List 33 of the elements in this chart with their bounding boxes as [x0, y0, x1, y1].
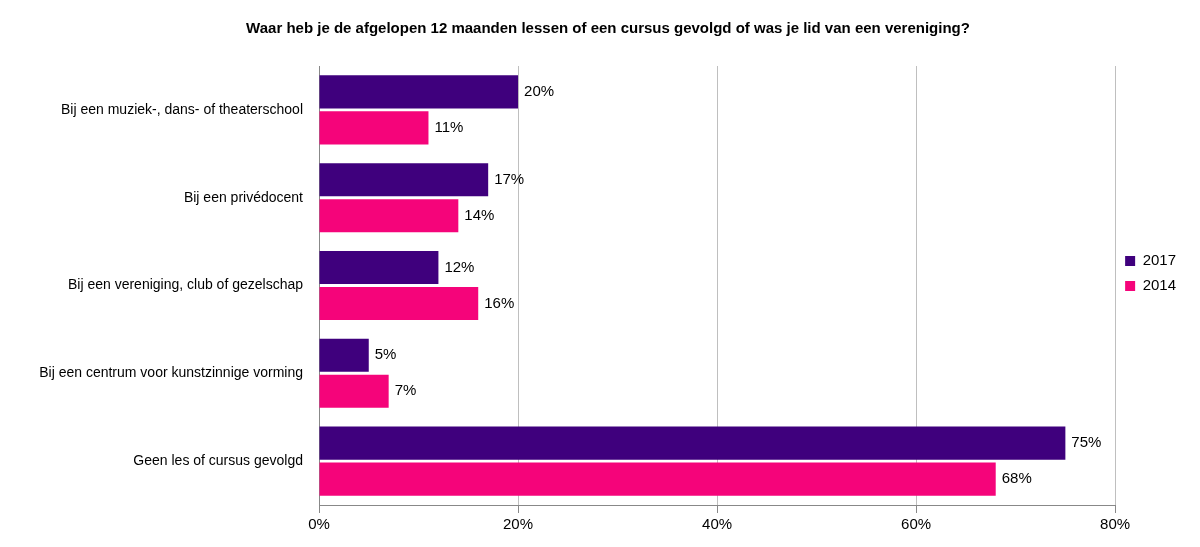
x-tick-label: 20% — [503, 515, 534, 533]
x-tick-label: 60% — [901, 515, 932, 533]
x-tick-label: 40% — [702, 515, 733, 533]
bar — [319, 163, 489, 197]
data-label: 20% — [524, 82, 555, 100]
y-tick-label: Bij een vereniging, club of gezelschap — [67, 276, 304, 293]
chart-title: Waar heb je de afgelopen 12 maanden lessen of een cursus gevolgd of was je lid van een vereniging? — [246, 19, 970, 37]
x-tick-label: 0% — [308, 515, 330, 533]
y-tick-label: Bij een privédocent — [183, 188, 304, 205]
data-label: 75% — [1071, 433, 1102, 451]
bar — [319, 199, 459, 233]
y-tick-label: Geen les of cursus gevolgd — [133, 451, 303, 468]
bar — [319, 286, 479, 321]
x-tick-label: 80% — [1100, 515, 1131, 533]
data-label: 11% — [434, 118, 464, 136]
legend-label: 2014 — [1142, 276, 1177, 294]
bar — [319, 338, 369, 372]
data-label: 17% — [494, 169, 525, 187]
data-label: 7% — [394, 381, 417, 399]
data-label: 12% — [444, 257, 475, 275]
data-label: 16% — [484, 293, 515, 311]
bar — [319, 75, 519, 109]
bar — [319, 462, 996, 496]
y-tick-label: Bij een centrum voor kunstzinnige vorming — [39, 364, 303, 381]
bar — [319, 250, 439, 285]
bar — [319, 426, 1066, 460]
data-label: 14% — [464, 205, 495, 223]
data-label: 5% — [374, 345, 397, 363]
bar — [319, 374, 389, 408]
bar — [319, 111, 429, 145]
data-label: 68% — [1001, 469, 1032, 487]
legend-label: 2017 — [1142, 251, 1177, 269]
y-tick-label: Bij een muziek-, dans- of theaterschool — [60, 100, 303, 117]
